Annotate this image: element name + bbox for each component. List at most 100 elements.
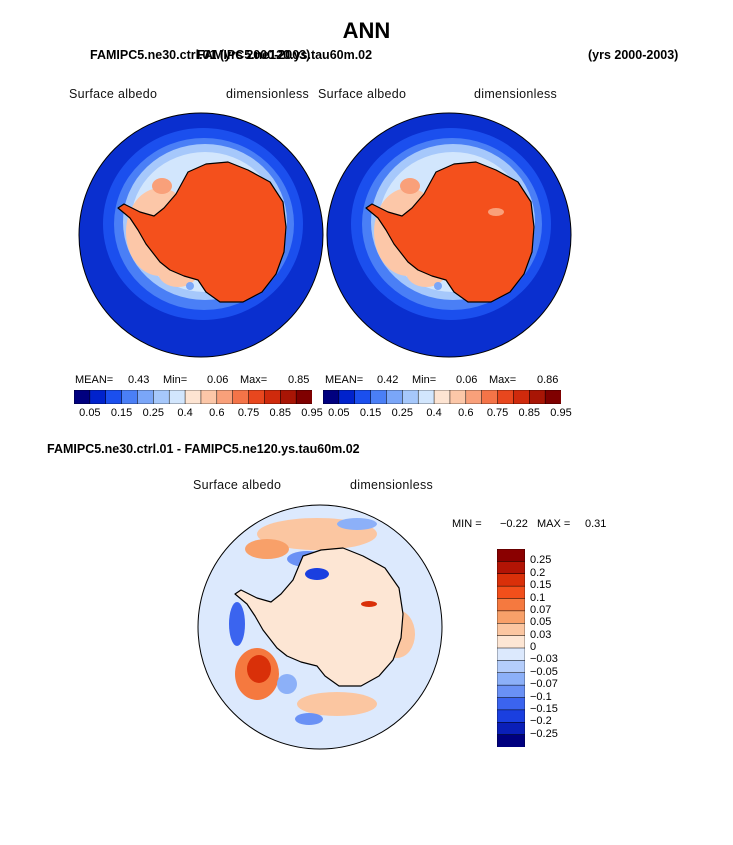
map-panel-2: [326, 112, 572, 358]
colorbar-swatch: [497, 585, 525, 600]
colorbar-swatch: [370, 390, 388, 404]
colorbar-swatch: [354, 390, 372, 404]
colorbar-tick-label: 0.85: [518, 407, 540, 419]
colorbar-swatch: [216, 390, 234, 404]
colorbar-tick-label: 0.2: [530, 566, 546, 579]
colorbar-tick-label: 0.07: [530, 603, 552, 616]
colorbar-swatch: [184, 390, 202, 404]
colorbar-swatch: [497, 709, 525, 723]
colorbar-tick-label: 0.6: [458, 407, 474, 419]
colorbar-tick-label: 0.85: [269, 407, 291, 419]
panel1-max-value: 0.85: [288, 374, 310, 386]
colorbar-swatch: [200, 390, 218, 404]
panel1-mean-value: 0.43: [128, 374, 150, 386]
colorbar-swatch: [497, 697, 525, 711]
diff-variable: Surface albedo: [193, 478, 282, 492]
colorbar-swatch: [417, 390, 435, 404]
panel1-variable: Surface albedo: [69, 87, 158, 101]
colorbar-difference: [497, 549, 525, 747]
diff-max-label: MAX =: [537, 518, 571, 530]
colorbar-tick-label: −0.15: [530, 702, 558, 715]
colorbar-panel-1: [74, 390, 312, 404]
colorbar-swatch: [497, 610, 525, 624]
colorbar-swatch: [497, 549, 525, 562]
colorbar-tick-label: −0.05: [530, 665, 558, 678]
colorbar-swatch: [74, 390, 91, 404]
colorbar-tick-label: 0.95: [301, 407, 323, 419]
colorbar-swatch: [433, 390, 451, 404]
colorbar-swatch: [497, 390, 514, 404]
colorbar-swatch: [264, 390, 281, 404]
colorbar-tick-label: 0.15: [359, 407, 382, 419]
panel2-units: dimensionless: [474, 87, 558, 101]
years-label-right: (yrs 2000-2003): [588, 48, 679, 62]
colorbar-tick-label: −0.2: [530, 715, 552, 728]
colorbar-swatch: [137, 390, 154, 404]
colorbar-tick-label: 0.25: [391, 407, 414, 419]
colorbar-tick-label: 0.15: [530, 579, 552, 592]
colorbar-swatch: [105, 390, 123, 404]
panel1-min-value: 0.06: [207, 374, 229, 386]
diff-min-value: −0.22: [500, 518, 528, 530]
colorbar-swatch: [497, 623, 525, 637]
colorbar-swatch: [248, 390, 265, 404]
colorbar-tick-label: 0.05: [530, 616, 552, 629]
colorbar-tick-label: 0: [530, 641, 537, 653]
colorbar-swatch: [121, 390, 139, 404]
diff-min-label: MIN =: [452, 518, 482, 530]
colorbar-swatch: [544, 390, 561, 404]
colorbar-swatch: [497, 647, 525, 661]
panel1-min-label: Min=: [163, 374, 188, 386]
colorbar-tick-label: 0.75: [486, 407, 509, 419]
colorbar-swatch: [497, 573, 525, 587]
colorbar-tick-label: 0.15: [110, 407, 133, 419]
colorbar-tick-label: 0.95: [550, 407, 572, 419]
colorbar-tick-label: 0.75: [237, 407, 260, 419]
colorbar-swatch: [497, 561, 525, 575]
colorbar-swatch: [497, 722, 525, 736]
colorbar-tick-label: 0.05: [79, 407, 101, 419]
colorbar-tick-label: 0.6: [209, 407, 225, 419]
case-title-left: FAMIPC5.ne30.ctrl.01 (yrs 2000-2003): [90, 48, 311, 62]
colorbar-swatch: [497, 734, 525, 747]
panel1-mean-label: MEAN=: [75, 374, 114, 386]
colorbar-tick-label: 0.25: [142, 407, 165, 419]
colorbar-swatch: [449, 390, 467, 404]
panel2-min-value: 0.06: [456, 374, 478, 386]
colorbar-panel-2: [323, 390, 561, 404]
colorbar-tick-label: 0.1: [530, 591, 546, 604]
colorbar-swatch: [513, 390, 530, 404]
colorbar-swatch: [497, 660, 525, 674]
panel1-units: dimensionless: [226, 87, 310, 101]
colorbar-swatch: [497, 672, 525, 686]
panel2-mean-label: MEAN=: [325, 374, 364, 386]
colorbar-swatch: [465, 390, 483, 404]
colorbar-swatch: [89, 390, 107, 404]
colorbar-tick-label: 0.25: [530, 554, 552, 567]
colorbar-swatch: [497, 598, 525, 612]
colorbar-tick-label: 0.4: [426, 407, 442, 419]
colorbar-swatch: [168, 390, 186, 404]
colorbar-swatch: [153, 390, 170, 404]
colorbar-tick-label: −0.1: [530, 690, 552, 703]
colorbar-swatch: [338, 390, 356, 404]
colorbar-tick-label: −0.25: [530, 727, 558, 740]
colorbar-swatch: [497, 684, 525, 699]
figure-title: ANN: [342, 18, 391, 43]
colorbar-swatch: [280, 390, 297, 404]
colorbar-swatch: [323, 390, 340, 404]
map-difference: [197, 504, 443, 750]
panel2-max-label: Max=: [489, 374, 517, 386]
colorbar-swatch: [386, 390, 403, 404]
colorbar-swatch: [481, 390, 499, 404]
difference-title: FAMIPC5.ne30.ctrl.01 - FAMIPC5.ne120.ys.…: [47, 442, 360, 456]
colorbar-tick-label: −0.07: [530, 678, 558, 691]
panel2-variable: Surface albedo: [318, 87, 407, 101]
map-panel-1: [78, 112, 324, 358]
colorbar-tick-label: 0.03: [530, 628, 552, 641]
colorbar-swatch: [295, 390, 312, 404]
panel2-mean-value: 0.42: [377, 374, 399, 386]
colorbar-swatch: [529, 390, 546, 404]
diff-max-value: 0.31: [585, 518, 607, 530]
panel1-max-label: Max=: [240, 374, 268, 386]
